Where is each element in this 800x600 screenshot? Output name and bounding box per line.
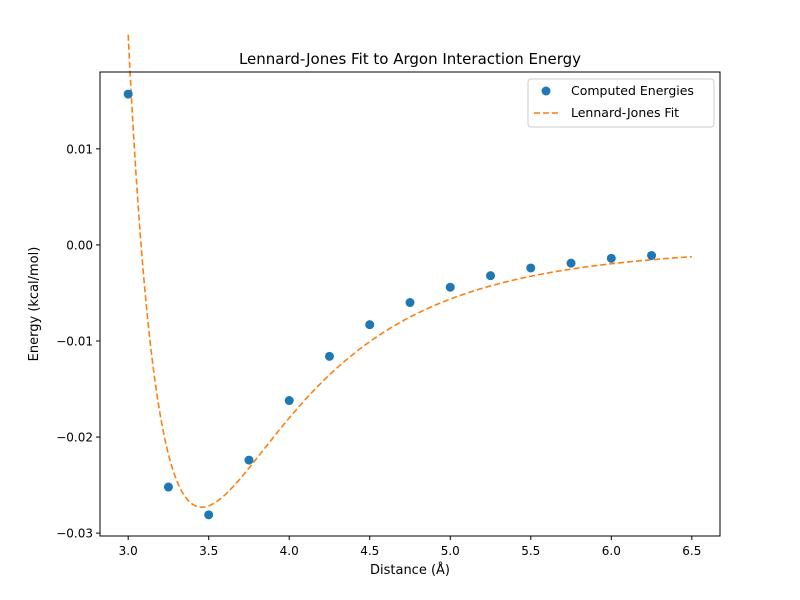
x-tick-label: 6.5 [682, 544, 701, 558]
plot-area [123, 34, 692, 520]
chart-title: Lennard-Jones Fit to Argon Interaction E… [239, 50, 581, 68]
x-tick-label: 3.0 [119, 544, 138, 558]
x-tick-label: 4.5 [360, 544, 379, 558]
y-axis-label: Energy (kcal/mol) [27, 247, 42, 362]
data-point [445, 282, 455, 292]
x-tick-label: 4.0 [280, 544, 299, 558]
data-point [163, 482, 173, 492]
data-point [647, 250, 657, 260]
x-tick-label: 5.0 [441, 544, 460, 558]
y-tick-label: 0.00 [66, 238, 93, 252]
data-point [284, 396, 294, 406]
data-point [566, 258, 576, 268]
data-point [244, 455, 254, 465]
data-point [606, 253, 616, 263]
data-point [526, 263, 536, 273]
legend-box [527, 78, 715, 128]
y-tick-label: −0.02 [56, 431, 93, 445]
legend-label-fit: Lennard-Jones Fit [571, 105, 679, 120]
legend-marker-computed [541, 86, 551, 96]
x-tick-label: 5.5 [521, 544, 540, 558]
data-point [486, 271, 496, 281]
y-tick-label: −0.01 [56, 334, 93, 348]
data-point [324, 351, 334, 361]
x-tick-label: 6.0 [602, 544, 621, 558]
y-tick-label: −0.03 [56, 527, 93, 541]
data-point [204, 510, 214, 520]
data-point [365, 320, 375, 330]
x-tick-label: 3.5 [199, 544, 218, 558]
x-axis: 3.0 3.5 4.0 4.5 5.0 5.5 6.0 6.5 [119, 536, 701, 558]
data-point [123, 89, 133, 99]
legend-label-computed: Computed Energies [571, 83, 694, 98]
plot-frame [99, 71, 721, 537]
y-axis: −0.03 −0.02 −0.01 0.00 0.01 [56, 142, 100, 541]
data-point [405, 298, 415, 308]
legend: Computed Energies Lennard-Jones Fit [527, 78, 715, 128]
x-axis-label: Distance (Å) [370, 562, 450, 578]
y-tick-label: 0.01 [66, 142, 93, 156]
